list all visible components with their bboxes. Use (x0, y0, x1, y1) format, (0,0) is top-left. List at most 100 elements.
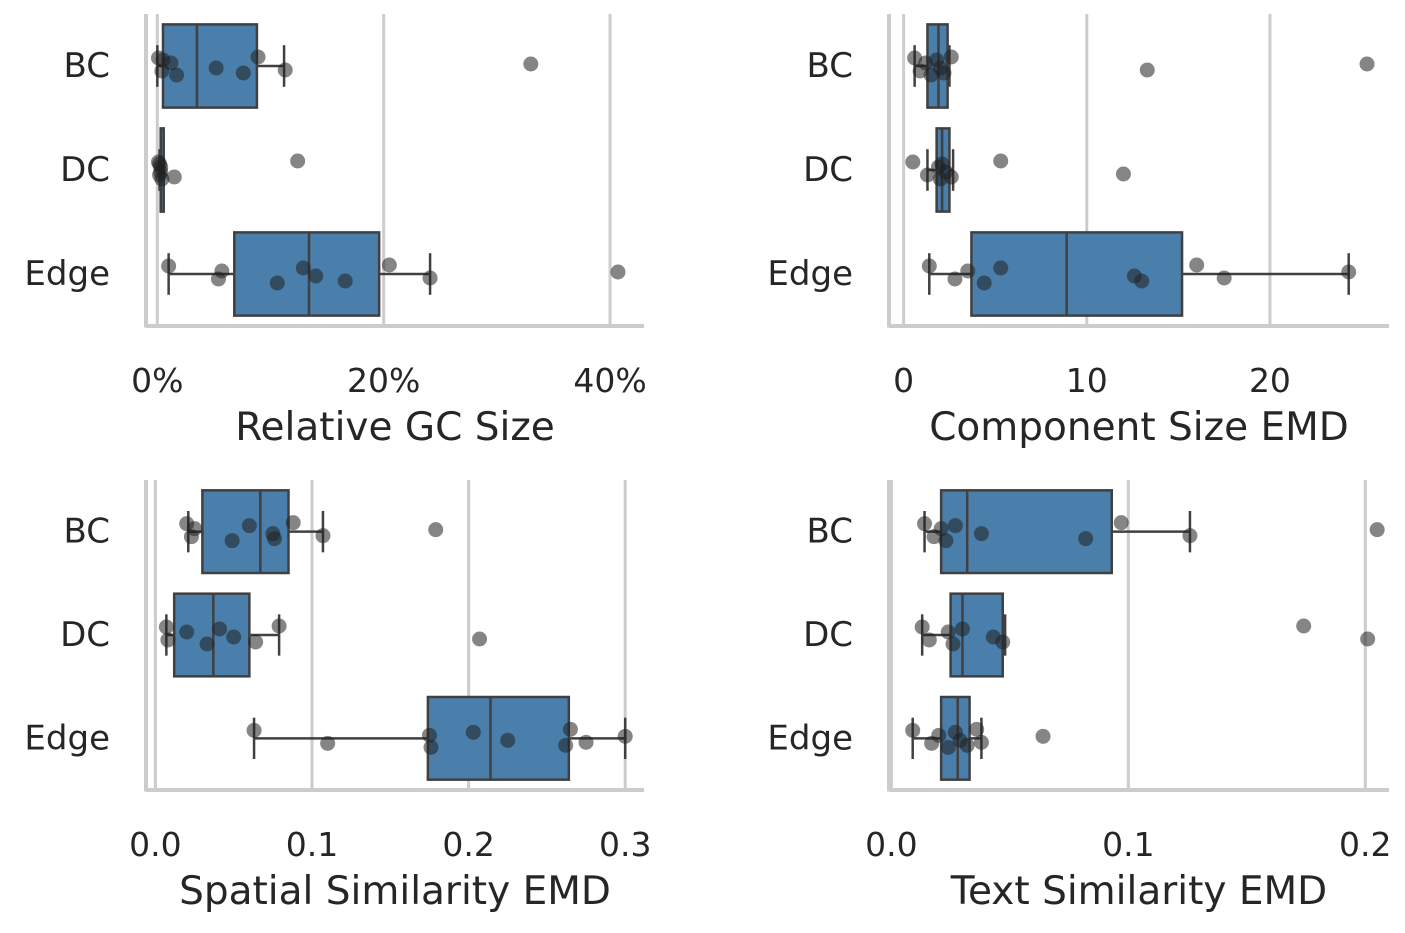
data-point-dc (248, 634, 264, 650)
data-point-edge (905, 722, 921, 738)
data-point-bc (1182, 528, 1198, 544)
data-point-bc (155, 52, 171, 68)
data-point-dc (943, 169, 959, 185)
category-label-edge: Edge (767, 254, 853, 294)
data-point-edge (1189, 257, 1205, 273)
data-point-edge (960, 263, 976, 279)
data-point-dc (153, 164, 169, 180)
data-point-bc (428, 522, 444, 538)
data-point-edge (421, 727, 437, 743)
x-tick-label: 0.2 (1339, 825, 1391, 864)
data-point-edge (1134, 273, 1150, 289)
data-point-edge (940, 739, 956, 755)
data-point-bc (285, 515, 301, 531)
panel-spatial-similarity-emd: BC DC Edge 0.0 0.1 0.2 0.3 Spatial Similarity E… (24, 480, 651, 914)
data-point-bc (1113, 515, 1129, 531)
data-point-edge (976, 275, 992, 291)
data-point-bc (938, 533, 954, 549)
data-point-dc (1115, 166, 1131, 182)
x-axis-title: Spatial Similarity EMD (179, 869, 611, 914)
category-label-bc: BC (64, 46, 110, 86)
data-point-bc (1359, 56, 1375, 72)
data-point-bc (947, 518, 963, 534)
data-point-edge (969, 721, 985, 737)
data-point-edge (931, 727, 947, 743)
data-point-bc (933, 521, 949, 537)
data-point-edge (1216, 270, 1232, 286)
data-point-edge (947, 271, 963, 287)
category-label-bc: BC (807, 46, 853, 86)
x-tick-label: 20 (1249, 361, 1291, 400)
data-point-bc (208, 60, 224, 76)
data-point-edge (161, 258, 177, 274)
data-point-edge (423, 739, 439, 755)
data-point-bc (235, 65, 251, 81)
iqr-box-edge (426, 695, 571, 781)
data-point-dc (995, 634, 1011, 650)
data-point-bc (241, 518, 257, 534)
data-point-dc (271, 618, 287, 634)
x-tick-label: 0% (131, 361, 183, 400)
data-point-dc (945, 636, 961, 652)
data-point-dc (290, 153, 306, 169)
data-point-edge (993, 260, 1009, 276)
x-axis-title: Relative GC Size (235, 405, 555, 450)
category-label-dc: DC (60, 615, 110, 655)
box-edge (911, 695, 983, 781)
category-label-dc: DC (803, 150, 853, 190)
data-point-dc (993, 153, 1009, 169)
data-point-edge (1035, 728, 1051, 744)
x-tick-label: 0.1 (286, 825, 338, 864)
data-point-bc (1369, 522, 1385, 538)
category-label-dc: DC (803, 615, 853, 655)
data-point-edge (921, 258, 937, 274)
data-point-edge (562, 721, 578, 737)
data-point-dc (199, 636, 215, 652)
data-point-edge (959, 737, 975, 753)
box-edge (928, 231, 1350, 317)
data-point-edge (578, 734, 594, 750)
data-point-dc (226, 629, 242, 645)
data-point-dc (179, 624, 195, 640)
data-point-edge (465, 724, 481, 740)
data-point-bc (973, 526, 989, 542)
panel-relative-gc-size: BC DC Edge 0% 20% 40% Relative GC Size (24, 14, 647, 450)
data-point-dc (212, 621, 228, 637)
x-tick-label: 0.0 (865, 825, 917, 864)
data-point-edge (246, 722, 262, 738)
data-point-edge (610, 264, 626, 280)
data-point-bc (277, 62, 293, 78)
category-label-edge: Edge (767, 718, 853, 758)
x-tick-label: 0.2 (442, 825, 494, 864)
x-tick-label: 0 (893, 361, 914, 400)
data-point-edge (337, 273, 353, 289)
panel-text-similarity-emd: BC DC Edge 0.0 0.1 0.2 Text Similarity EMD (767, 480, 1392, 914)
data-point-edge (558, 737, 574, 753)
panel-component-size-emd: BC DC Edge 0 10 20 Component Size EMD (767, 14, 1389, 450)
data-point-dc (921, 632, 937, 648)
data-point-bc (250, 49, 266, 65)
data-point-dc (954, 621, 970, 637)
data-point-bc (917, 516, 933, 532)
box-bc (187, 489, 325, 575)
category-label-edge: Edge (24, 718, 110, 758)
data-point-edge (381, 257, 397, 273)
data-point-bc (315, 528, 331, 544)
data-point-bc (936, 65, 952, 81)
data-point-edge (269, 275, 285, 291)
data-point-dc (160, 632, 176, 648)
data-point-dc (1360, 631, 1376, 647)
data-point-dc (914, 619, 930, 635)
data-point-dc (1296, 618, 1312, 634)
data-point-edge (500, 732, 516, 748)
box-bc (923, 489, 1192, 575)
data-point-dc (158, 619, 174, 635)
data-point-bc (224, 533, 240, 549)
data-point-dc (472, 631, 488, 647)
x-tick-label: 0.1 (1102, 825, 1154, 864)
x-tick-label: 20% (347, 361, 420, 400)
data-point-edge (617, 728, 633, 744)
category-label-edge: Edge (24, 254, 110, 294)
x-axis-title: Component Size EMD (929, 405, 1349, 450)
category-label-dc: DC (60, 150, 110, 190)
